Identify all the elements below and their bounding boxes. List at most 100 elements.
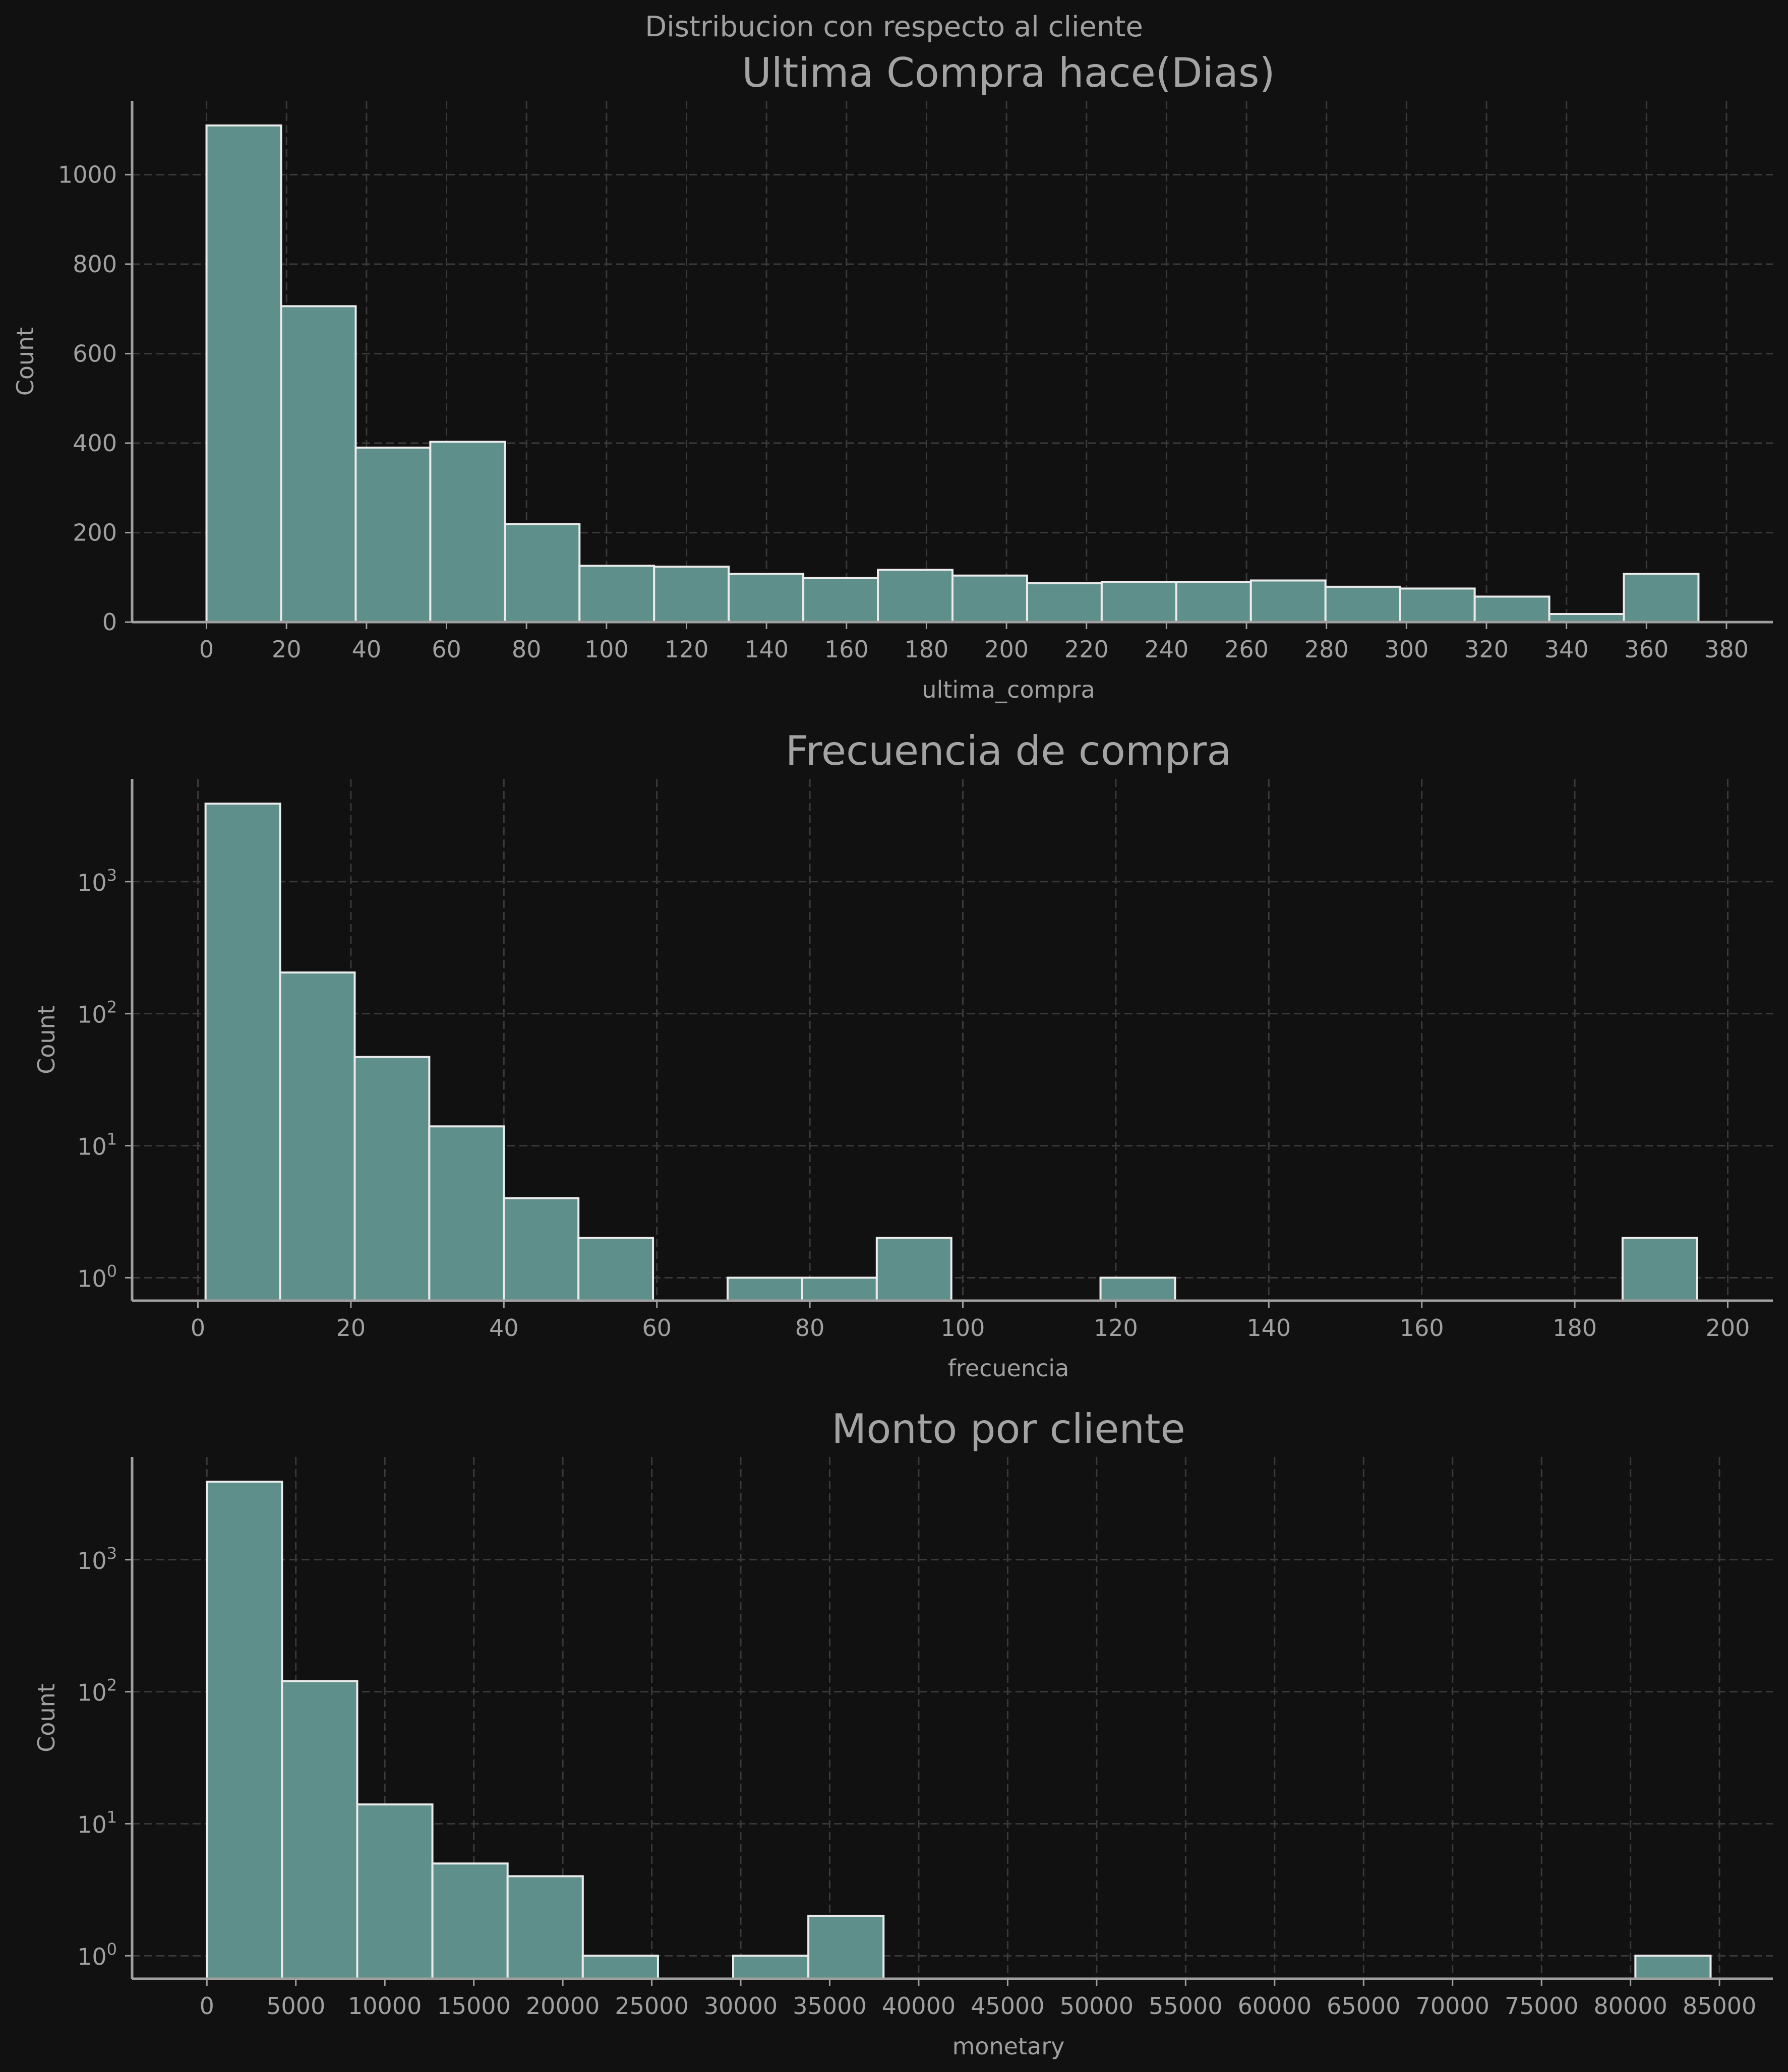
frecuencia-xtick-label-2: 40 — [489, 1314, 519, 1342]
frecuencia-ytick-label-3: 103 — [77, 866, 117, 896]
ultima-compra-xlabel: ultima_compra — [922, 676, 1095, 703]
frecuencia-bar-4 — [503, 1197, 580, 1302]
ultima-compra-ytick-label-2: 400 — [73, 430, 117, 457]
monetary-xlabel: monetary — [952, 2033, 1065, 2060]
monetary-bars — [206, 1480, 1712, 1980]
frecuencia-ytick-label-2: 102 — [77, 998, 117, 1028]
ultima-compra-bar-0 — [205, 124, 282, 624]
frecuencia-ytick-label-0: 100 — [77, 1261, 117, 1292]
figure-suptitle: Distribucion con respecto al cliente — [645, 11, 1143, 43]
ultima-compra-xtick-label-13: 260 — [1224, 636, 1269, 663]
ultima-compra-xtick-label-12: 240 — [1144, 636, 1188, 663]
monetary-xtick-label-4: 20000 — [526, 1992, 600, 2020]
frecuencia-xtick-label-7: 140 — [1246, 1314, 1291, 1342]
monetary-ytick-label-1: 101 — [77, 1808, 117, 1839]
frecuencia-title: Frecuencia de compra — [786, 727, 1232, 774]
frecuencia-xtick-label-5: 100 — [941, 1314, 985, 1342]
frecuencia-bar-5 — [577, 1237, 654, 1302]
ultima-compra-xtick-label-14: 280 — [1304, 636, 1349, 663]
frecuencia-xtick-label-4: 80 — [795, 1314, 825, 1342]
monetary-bar-5 — [581, 1955, 659, 1980]
panel-monetary: 0 5000 10000 15000 20000 25000 30000 35000 40000… — [33, 1406, 1773, 2060]
ultima-compra-ytick-label-3: 600 — [73, 340, 117, 367]
monetary-bar-3 — [431, 1862, 509, 1980]
ultima-compra-bar-9 — [877, 569, 953, 624]
ultima-compra-xtick-label-8: 160 — [824, 636, 869, 663]
monetary-bar-2 — [356, 1803, 434, 1980]
monetary-ytick-label-3: 103 — [77, 1544, 117, 1574]
monetary-xtick-label-17: 85000 — [1683, 1992, 1756, 2020]
ultima-compra-bar-5 — [578, 565, 655, 623]
frecuencia-xtick-label-10: 200 — [1706, 1314, 1750, 1342]
frecuencia-xtick-label-1: 20 — [336, 1314, 366, 1342]
monetary-bar-1 — [281, 1680, 359, 1980]
monetary-xtick-label-6: 30000 — [704, 1992, 778, 2020]
monetary-ytick-label-2: 102 — [77, 1676, 117, 1707]
frecuencia-bar-3 — [428, 1125, 505, 1302]
ultima-compra-ytick-label-5: 1000 — [58, 161, 117, 188]
monetary-xtick-label-9: 45000 — [971, 1992, 1044, 2020]
monetary-xtick-label-1: 5000 — [266, 1992, 325, 2020]
ultima-compra-xtick-label-19: 380 — [1704, 636, 1749, 663]
frecuencia-bar-7 — [726, 1276, 803, 1302]
frecuencia-ytick-label-1: 101 — [77, 1130, 117, 1161]
monetary-bar-8 — [807, 1915, 885, 1980]
monetary-bar-0 — [206, 1480, 283, 1980]
ultima-compra-xtick-label-2: 40 — [352, 636, 382, 663]
monetary-xtick-label-8: 40000 — [882, 1992, 956, 2020]
frecuencia-bar-2 — [353, 1056, 431, 1302]
ultima-compra-bar-1 — [280, 305, 357, 623]
frecuencia-bar-9 — [875, 1237, 952, 1302]
monetary-xtick-label-0: 0 — [200, 1992, 214, 2020]
ultima-compra-title: Ultima Compra hace(Dias) — [742, 49, 1275, 96]
ultima-compra-bar-4 — [504, 523, 581, 623]
ultima-compra-xtick-label-18: 360 — [1624, 636, 1668, 663]
ultima-compra-ytick-label-0: 0 — [102, 608, 117, 636]
frecuencia-ylabel: Count — [33, 1005, 60, 1074]
frecuencia-xtick-label-6: 120 — [1094, 1314, 1138, 1342]
ultima-compra-bar-19 — [1623, 573, 1700, 623]
ultima-compra-bar-11 — [1026, 582, 1103, 624]
frecuencia-bar-8 — [801, 1276, 878, 1302]
monetary-xtick-label-12: 60000 — [1238, 1992, 1312, 2020]
frecuencia-xtick-label-0: 0 — [191, 1314, 205, 1342]
monetary-xtick-label-3: 15000 — [437, 1992, 510, 2020]
ultima-compra-xtick-label-9: 180 — [905, 636, 949, 663]
ultima-compra-xtick-label-10: 200 — [984, 636, 1029, 663]
frecuencia-bar-0 — [204, 802, 281, 1302]
frecuencia-xtick-label-8: 160 — [1400, 1314, 1444, 1342]
ultima-compra-ytick-label-4: 800 — [73, 251, 117, 278]
ultima-compra-bar-12 — [1100, 581, 1177, 623]
ultima-compra-bar-2 — [354, 446, 432, 623]
monetary-title: Monto por cliente — [831, 1406, 1185, 1452]
ultima-compra-bar-10 — [951, 574, 1028, 624]
monetary-xtick-label-16: 80000 — [1593, 1992, 1667, 2020]
ultima-compra-xtick-label-16: 320 — [1464, 636, 1509, 663]
ultima-compra-bar-7 — [728, 573, 805, 623]
monetary-ylabel: Count — [33, 1683, 60, 1752]
monetary-bar-4 — [506, 1875, 584, 1980]
ultima-compra-bar-8 — [802, 577, 879, 624]
ultima-compra-xtick-label-0: 0 — [199, 636, 214, 663]
ultima-compra-ylabel: Count — [12, 327, 39, 396]
frecuencia-bar-1 — [279, 971, 356, 1302]
panel-frecuencia: 0 20 40 60 80 100 120 140 160 180 200 100 101 102 103 F… — [33, 727, 1773, 1382]
ultima-compra-bar-3 — [429, 441, 506, 623]
frecuencia-bar-12 — [1099, 1276, 1176, 1302]
monetary-ytick-label-0: 100 — [77, 1939, 117, 1970]
ultima-compra-bar-13 — [1175, 581, 1252, 623]
ultima-compra-xtick-label-4: 80 — [512, 636, 542, 663]
frecuencia-xtick-label-9: 180 — [1553, 1314, 1597, 1342]
ultima-compra-ytick-label-1: 200 — [73, 519, 117, 546]
ultima-compra-xtick-label-15: 300 — [1384, 636, 1428, 663]
monetary-xtick-label-7: 35000 — [793, 1992, 866, 2020]
monetary-xtick-label-2: 10000 — [348, 1992, 422, 2020]
ultima-compra-xtick-label-17: 340 — [1544, 636, 1589, 663]
panel-ultima-compra: 0 20 40 60 80 100 120 140 160 180 200 220 240 260 280 3… — [12, 49, 1773, 703]
monetary-bar-7 — [732, 1955, 810, 1980]
ultima-compra-xtick-label-11: 220 — [1064, 636, 1109, 663]
ultima-compra-xtick-label-3: 60 — [432, 636, 461, 663]
monetary-xtick-label-10: 50000 — [1060, 1992, 1134, 2020]
monetary-xtick-label-14: 70000 — [1416, 1992, 1489, 2020]
